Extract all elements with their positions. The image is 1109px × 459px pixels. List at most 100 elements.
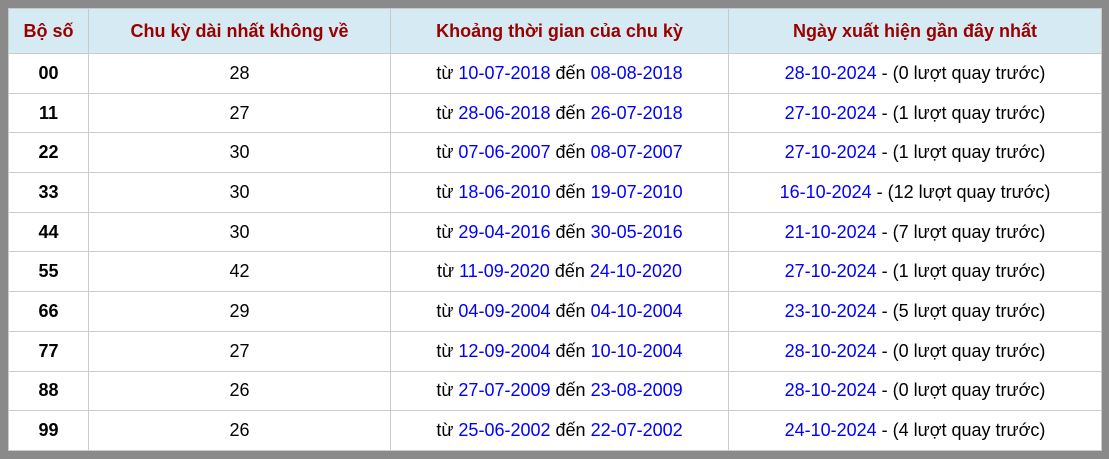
period-to-label: đến xyxy=(555,62,586,83)
pair-number: 55 xyxy=(8,251,89,293)
recent-date-link[interactable]: 28-10-2024 xyxy=(784,340,877,361)
pair-number: 77 xyxy=(8,330,89,372)
pair-cycle-stats-table: Bộ số Chu kỳ dài nhất không về Khoảng th… xyxy=(8,8,1102,451)
period-from-label: từ xyxy=(436,181,454,202)
period-to-label: đến xyxy=(554,261,585,282)
pair-number: 66 xyxy=(8,291,89,332)
spins-ago-text: - (4 lượt quay trước) xyxy=(881,420,1046,441)
spins-ago-text: - (1 lượt quay trước) xyxy=(881,261,1046,282)
period-to-label: đến xyxy=(555,380,586,401)
period-end-date-link[interactable]: 19-07-2010 xyxy=(590,181,683,202)
period-start-date-link[interactable]: 04-09-2004 xyxy=(458,300,551,321)
period-to-label: đến xyxy=(555,181,586,202)
table-row: 00 28 từ 10-07-2018 đến 08-08-2018 28-10… xyxy=(8,53,1102,94)
recent-appearance-cell: 28-10-2024 - (0 lượt quay trước) xyxy=(728,330,1102,372)
period-end-date-link[interactable]: 24-10-2020 xyxy=(589,261,682,282)
period-end-date-link[interactable]: 30-05-2016 xyxy=(590,221,683,242)
recent-date-link[interactable]: 27-10-2024 xyxy=(784,261,877,282)
cycle-period-cell: từ 28-06-2018 đến 26-07-2018 xyxy=(390,92,729,134)
spins-ago-text: - (5 lượt quay trước) xyxy=(881,300,1046,321)
pair-number: 88 xyxy=(8,370,89,412)
period-start-date-link[interactable]: 29-04-2016 xyxy=(458,221,551,242)
table-row: 22 30 từ 07-06-2007 đến 08-07-2007 27-10… xyxy=(8,132,1102,174)
col-header-cycle-period: Khoảng thời gian của chu kỳ xyxy=(390,8,729,54)
pair-number: 44 xyxy=(8,211,89,253)
period-from-label: từ xyxy=(436,380,454,401)
recent-appearance-cell: 28-10-2024 - (0 lượt quay trước) xyxy=(728,370,1102,412)
recent-date-link[interactable]: 27-10-2024 xyxy=(784,102,877,123)
period-end-date-link[interactable]: 08-07-2007 xyxy=(590,142,683,163)
period-from-label: từ xyxy=(436,420,454,441)
recent-date-link[interactable]: 27-10-2024 xyxy=(784,142,877,163)
period-from-label: từ xyxy=(436,221,454,242)
period-end-date-link[interactable]: 04-10-2004 xyxy=(590,300,683,321)
recent-appearance-cell: 23-10-2024 - (5 lượt quay trước) xyxy=(728,291,1102,332)
pair-number: 11 xyxy=(8,92,89,134)
col-header-recent-appearance: Ngày xuất hiện gần đây nhất xyxy=(728,8,1102,54)
recent-appearance-cell: 27-10-2024 - (1 lượt quay trước) xyxy=(728,92,1102,134)
period-to-label: đến xyxy=(555,221,586,242)
cycle-period-cell: từ 29-04-2016 đến 30-05-2016 xyxy=(390,211,729,253)
period-start-date-link[interactable]: 28-06-2018 xyxy=(458,102,551,123)
period-end-date-link[interactable]: 26-07-2018 xyxy=(590,102,683,123)
recent-appearance-cell: 21-10-2024 - (7 lượt quay trước) xyxy=(728,211,1102,253)
cycle-period-cell: từ 25-06-2002 đến 22-07-2002 xyxy=(390,410,729,451)
spins-ago-text: - (0 lượt quay trước) xyxy=(881,62,1046,83)
period-to-label: đến xyxy=(555,142,586,163)
recent-appearance-cell: 28-10-2024 - (0 lượt quay trước) xyxy=(728,53,1102,94)
longest-cycle-value: 27 xyxy=(88,92,391,134)
pair-number: 22 xyxy=(8,132,89,174)
recent-date-link[interactable]: 24-10-2024 xyxy=(784,420,877,441)
period-start-date-link[interactable]: 18-06-2010 xyxy=(458,181,551,202)
table-row: 33 30 từ 18-06-2010 đến 19-07-2010 16-10… xyxy=(8,172,1102,213)
period-from-label: từ xyxy=(436,340,454,361)
period-end-date-link[interactable]: 08-08-2018 xyxy=(590,62,683,83)
table-row: 88 26 từ 27-07-2009 đến 23-08-2009 28-10… xyxy=(8,370,1102,412)
pair-number: 33 xyxy=(8,172,89,213)
period-start-date-link[interactable]: 07-06-2007 xyxy=(458,142,551,163)
period-end-date-link[interactable]: 22-07-2002 xyxy=(590,420,683,441)
recent-date-link[interactable]: 23-10-2024 xyxy=(784,300,877,321)
table-row: 55 42 từ 11-09-2020 đến 24-10-2020 27-10… xyxy=(8,251,1102,293)
longest-cycle-value: 30 xyxy=(88,172,391,213)
table-row: 11 27 từ 28-06-2018 đến 26-07-2018 27-10… xyxy=(8,92,1102,134)
recent-date-link[interactable]: 21-10-2024 xyxy=(784,221,877,242)
period-from-label: từ xyxy=(437,261,455,282)
period-to-label: đến xyxy=(555,420,586,441)
period-from-label: từ xyxy=(436,300,454,321)
cycle-period-cell: từ 04-09-2004 đến 04-10-2004 xyxy=(390,291,729,332)
spins-ago-text: - (0 lượt quay trước) xyxy=(881,340,1046,361)
period-start-date-link[interactable]: 10-07-2018 xyxy=(458,62,551,83)
cycle-period-cell: từ 18-06-2010 đến 19-07-2010 xyxy=(390,172,729,213)
longest-cycle-value: 26 xyxy=(88,410,391,451)
recent-date-link[interactable]: 16-10-2024 xyxy=(779,181,872,202)
spins-ago-text: - (12 lượt quay trước) xyxy=(876,181,1051,202)
period-from-label: từ xyxy=(436,62,454,83)
period-start-date-link[interactable]: 12-09-2004 xyxy=(458,340,551,361)
period-start-date-link[interactable]: 11-09-2020 xyxy=(459,261,550,282)
header-row: Bộ số Chu kỳ dài nhất không về Khoảng th… xyxy=(8,8,1102,54)
cycle-period-cell: từ 27-07-2009 đến 23-08-2009 xyxy=(390,370,729,412)
period-end-date-link[interactable]: 23-08-2009 xyxy=(590,380,683,401)
period-from-label: từ xyxy=(436,142,454,163)
period-start-date-link[interactable]: 27-07-2009 xyxy=(458,380,551,401)
longest-cycle-value: 30 xyxy=(88,211,391,253)
longest-cycle-value: 28 xyxy=(88,53,391,94)
col-header-pair: Bộ số xyxy=(8,8,89,54)
table-row: 66 29 từ 04-09-2004 đến 04-10-2004 23-10… xyxy=(8,291,1102,332)
period-start-date-link[interactable]: 25-06-2002 xyxy=(458,420,551,441)
spins-ago-text: - (1 lượt quay trước) xyxy=(881,142,1046,163)
pair-number: 99 xyxy=(8,410,89,451)
longest-cycle-value: 29 xyxy=(88,291,391,332)
period-to-label: đến xyxy=(555,102,586,123)
longest-cycle-value: 30 xyxy=(88,132,391,174)
recent-date-link[interactable]: 28-10-2024 xyxy=(784,380,877,401)
col-header-longest-cycle: Chu kỳ dài nhất không về xyxy=(88,8,391,54)
period-end-date-link[interactable]: 10-10-2004 xyxy=(590,340,683,361)
recent-appearance-cell: 16-10-2024 - (12 lượt quay trước) xyxy=(728,172,1102,213)
recent-date-link[interactable]: 28-10-2024 xyxy=(784,62,877,83)
period-to-label: đến xyxy=(555,340,586,361)
spins-ago-text: - (7 lượt quay trước) xyxy=(881,221,1046,242)
longest-cycle-value: 27 xyxy=(88,330,391,372)
